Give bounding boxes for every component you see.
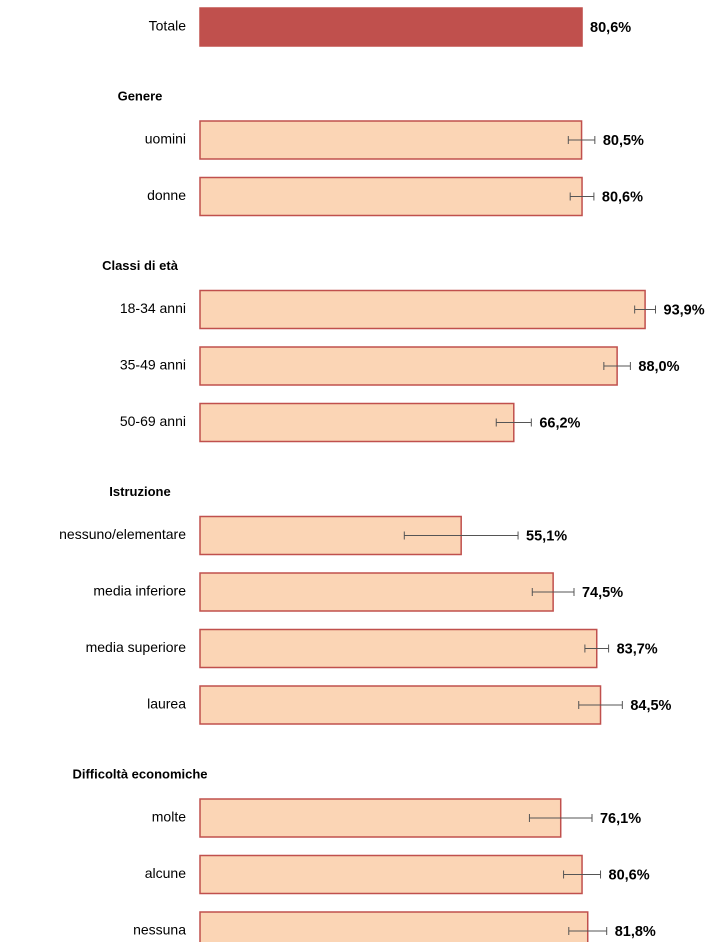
value-label: 80,6% (602, 189, 643, 205)
category-label: 18-34 anni (120, 300, 186, 316)
error-bar (495, 418, 532, 427)
bar (199, 289, 646, 330)
error-bar (567, 136, 596, 144)
error-bar (528, 814, 593, 822)
bar (199, 120, 583, 160)
value-label: 83,7% (617, 641, 658, 657)
value-label: 81,8% (615, 924, 656, 940)
category-label: 35-49 anni (120, 357, 186, 373)
value-label: 76,1% (600, 811, 641, 827)
bar (199, 346, 618, 386)
error-bar (569, 192, 595, 201)
category-label: laurea (147, 696, 186, 712)
category-label: media inferiore (93, 583, 186, 599)
bar (199, 628, 598, 669)
bar (199, 911, 589, 942)
error-bar (403, 531, 519, 540)
group-header: Difficoltà economiche (72, 766, 207, 781)
category-label: media superiore (86, 639, 187, 655)
value-label: 66,2% (539, 415, 580, 431)
error-bar (578, 701, 623, 709)
value-label: 55,1% (526, 528, 567, 544)
group-header: Genere (118, 88, 163, 103)
error-bar (568, 927, 608, 935)
error-bar (634, 305, 657, 314)
category-label: nessuna (133, 922, 186, 938)
value-label: 80,6% (609, 867, 650, 883)
value-label: 80,5% (603, 133, 644, 149)
error-bar (584, 644, 610, 653)
value-label: 84,5% (630, 698, 671, 714)
category-label: alcune (145, 865, 186, 881)
error-bar (603, 362, 631, 370)
group-header: Classi di età (102, 258, 179, 273)
bar (199, 798, 562, 838)
bar (199, 402, 515, 443)
bar (199, 572, 554, 612)
error-bar (563, 870, 602, 879)
value-label: 80,6% (590, 20, 631, 36)
category-label: 50-69 anni (120, 413, 186, 429)
bar (199, 176, 583, 217)
category-label: molte (152, 809, 186, 825)
value-label: 93,9% (664, 302, 705, 318)
category-label: donne (147, 187, 186, 203)
bar (199, 685, 602, 725)
error-bar (531, 588, 575, 596)
category-label: nessuno/elementare (59, 526, 186, 542)
category-label: uomini (145, 131, 186, 147)
value-label: 88,0% (638, 359, 679, 375)
group-header: Istruzione (109, 484, 170, 499)
bar (199, 854, 583, 895)
category-label: Totale (149, 18, 187, 34)
value-label: 74,5% (582, 585, 623, 601)
bar (199, 7, 583, 47)
